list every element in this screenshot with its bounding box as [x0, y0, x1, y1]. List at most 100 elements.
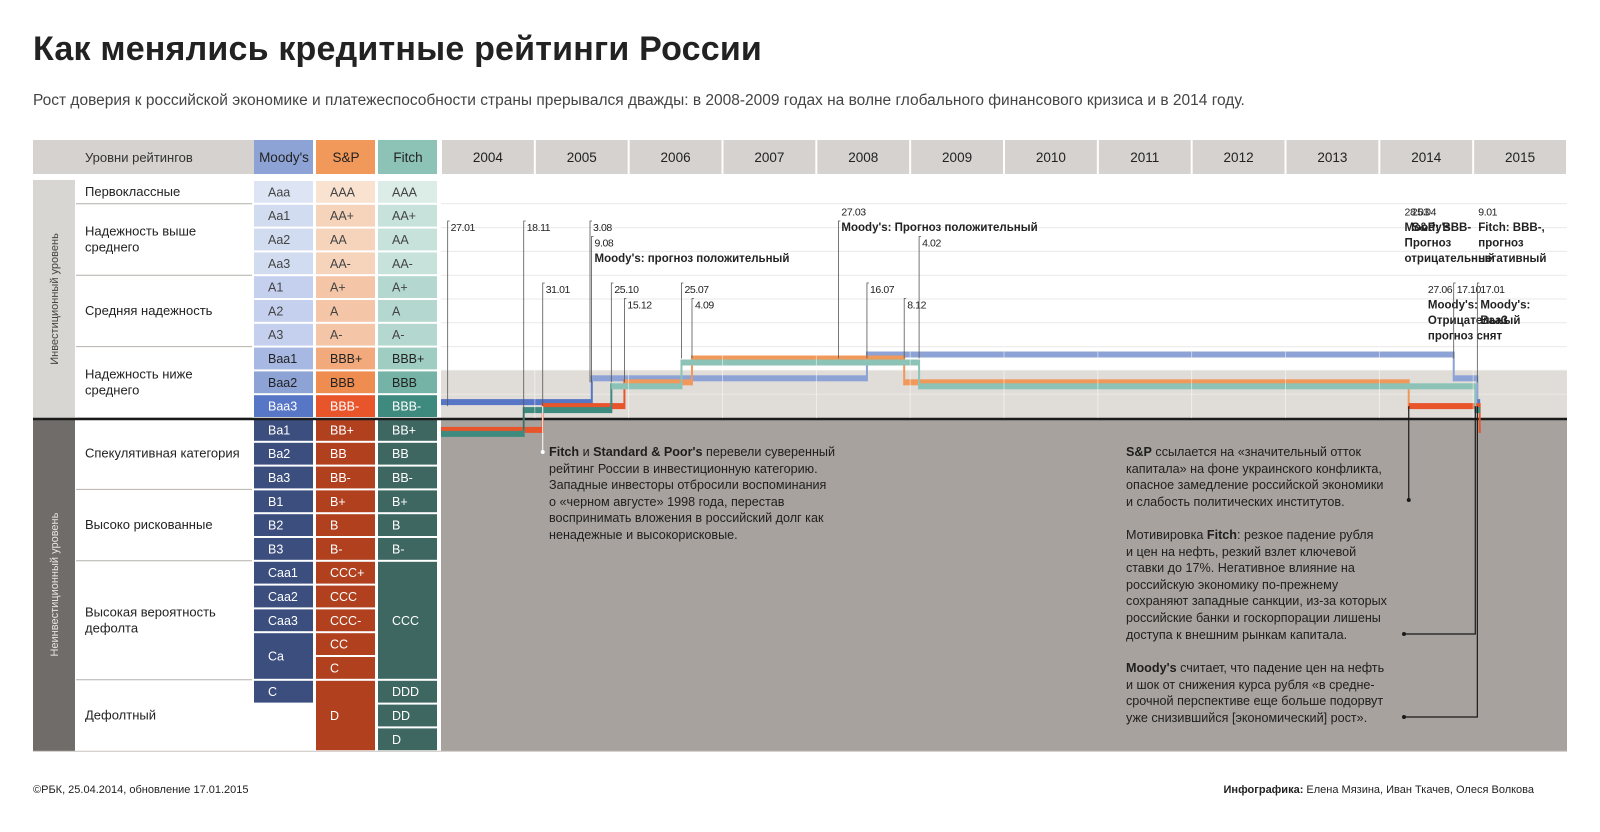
- moodys-rating-label: Ba2: [268, 447, 290, 461]
- series-step: [1408, 403, 1480, 410]
- sp-rating-label: C: [330, 661, 339, 675]
- fitch-rating-label: AAA: [392, 185, 418, 199]
- moodys-rating-label: Aaa: [268, 185, 290, 199]
- annotation-leader: [866, 282, 869, 359]
- annotation-leader: [1453, 282, 1456, 359]
- category-label: Высокая вероятность дефолта: [85, 604, 216, 635]
- note3-connector: [1404, 406, 1476, 635]
- fitch-rating-label: BB-: [392, 471, 413, 485]
- category-label: Надежность выше среднего: [85, 224, 196, 255]
- fitch-rating-label: DD: [392, 709, 410, 723]
- moodys-rating-label: B2: [268, 519, 283, 533]
- fitch-cell: [378, 181, 437, 203]
- year-label: 2013: [1317, 150, 1347, 165]
- annotation-leader: [1476, 282, 1480, 383]
- sp-rating-label: BBB-: [330, 400, 359, 414]
- sp-cell: [316, 204, 375, 227]
- fitch-rating-label: DDD: [392, 685, 419, 699]
- moodys-cell: [254, 228, 313, 251]
- series-step: [1479, 426, 1481, 433]
- fitch-rating-label: A-: [392, 328, 405, 342]
- year-cell: [629, 140, 722, 174]
- sp-cell: [316, 442, 375, 465]
- sp-cell: [316, 228, 375, 251]
- sp-rating-label: CCC-: [330, 614, 361, 628]
- annotation-leader: [918, 236, 922, 359]
- series-step: [624, 379, 692, 386]
- series-step: [611, 383, 682, 390]
- fitch-cell: [378, 538, 437, 560]
- annotation-leader: [691, 298, 694, 359]
- sp-cell: [316, 609, 375, 632]
- annotation-leader: [903, 298, 907, 359]
- sp-cell: [316, 538, 375, 560]
- sp-cell: [316, 657, 375, 679]
- fitch-cell: [378, 276, 437, 298]
- sp-cell: [316, 181, 375, 203]
- fitch-rating-label: A: [392, 304, 401, 318]
- fitch-rating-label: B: [392, 519, 400, 533]
- moodys-cell: [254, 276, 313, 298]
- moodys-cell: [254, 609, 313, 632]
- fitch-cell: [378, 680, 437, 703]
- baa-band: [441, 370, 1567, 418]
- fitch-cell: [378, 514, 437, 536]
- moodys-cell: [254, 538, 313, 560]
- annotation-label: Baa3: [1480, 315, 1508, 327]
- series-riser: [590, 375, 593, 406]
- sp-cell: [316, 371, 375, 394]
- sp-rating-label: A: [330, 304, 339, 318]
- series-riser: [865, 351, 868, 382]
- moodys-rating-label: Caa2: [268, 590, 298, 604]
- year-label: 2009: [942, 150, 972, 165]
- header-moodys-bg: [254, 140, 313, 174]
- annotation-leader: [589, 220, 593, 383]
- annotation-label: Moody's: Прогноз положительный: [841, 222, 1037, 234]
- note4-dot: [1402, 715, 1406, 719]
- sp-cell: [316, 395, 375, 417]
- section-label-non-investment: Неинвестиционный уровень: [49, 512, 61, 656]
- series-step: [441, 399, 592, 406]
- moodys-cell: [254, 466, 313, 489]
- sp-rating-label: AA+: [330, 209, 354, 223]
- year-cell: [911, 140, 1003, 174]
- note-investment-grade: Fitch и Standard & Poor's перевели сувер…: [549, 445, 835, 542]
- sp-cell: [316, 419, 375, 441]
- annotation-label: 27.01: [451, 222, 476, 234]
- series-step: [542, 403, 625, 410]
- fitch-rating-label: BBB+: [392, 352, 424, 366]
- fitch-cell: [378, 252, 437, 275]
- series-riser: [1474, 383, 1477, 414]
- annotation-leader: [624, 298, 627, 383]
- series-riser: [903, 355, 906, 386]
- year-label: 2004: [473, 150, 504, 165]
- year-cell: [723, 140, 816, 174]
- sp-rating-label: CCC: [330, 590, 357, 604]
- year-cell: [1474, 140, 1566, 174]
- series-step: [919, 383, 1476, 390]
- footer-source: ©РБК, 25.04.2014, обновление 17.01.2015: [33, 784, 249, 796]
- series-riser: [1452, 351, 1455, 382]
- annotation-label: 9.01: [1478, 207, 1497, 219]
- year-cell: [1380, 140, 1473, 174]
- category-label: Высоко рискованные: [85, 517, 213, 532]
- series-step: [591, 375, 867, 382]
- annotation-label: Moody's: прогноз положительный: [595, 253, 790, 265]
- annotation-label: 8.12: [907, 300, 926, 312]
- fitch-cell: [378, 395, 437, 417]
- moodys-cell: [254, 490, 313, 513]
- year-label: 2005: [567, 150, 597, 165]
- sp-rating-label: BBB+: [330, 352, 362, 366]
- sp-cell: [316, 252, 375, 275]
- moodys-cell: [254, 585, 313, 608]
- fitch-rating-label: BB+: [392, 423, 416, 437]
- moodys-rating-label: B1: [268, 495, 283, 509]
- fitch-rating-label: AA+: [392, 209, 416, 223]
- category-label: Дефолтный: [85, 708, 156, 723]
- moodys-cell: [254, 561, 313, 584]
- annotation-label: 4.09: [695, 300, 714, 312]
- moodys-cell: [254, 395, 313, 417]
- fitch-cell: [378, 204, 437, 227]
- moodys-cell: [254, 371, 313, 394]
- annotation-label: Отрицательный: [1428, 315, 1521, 327]
